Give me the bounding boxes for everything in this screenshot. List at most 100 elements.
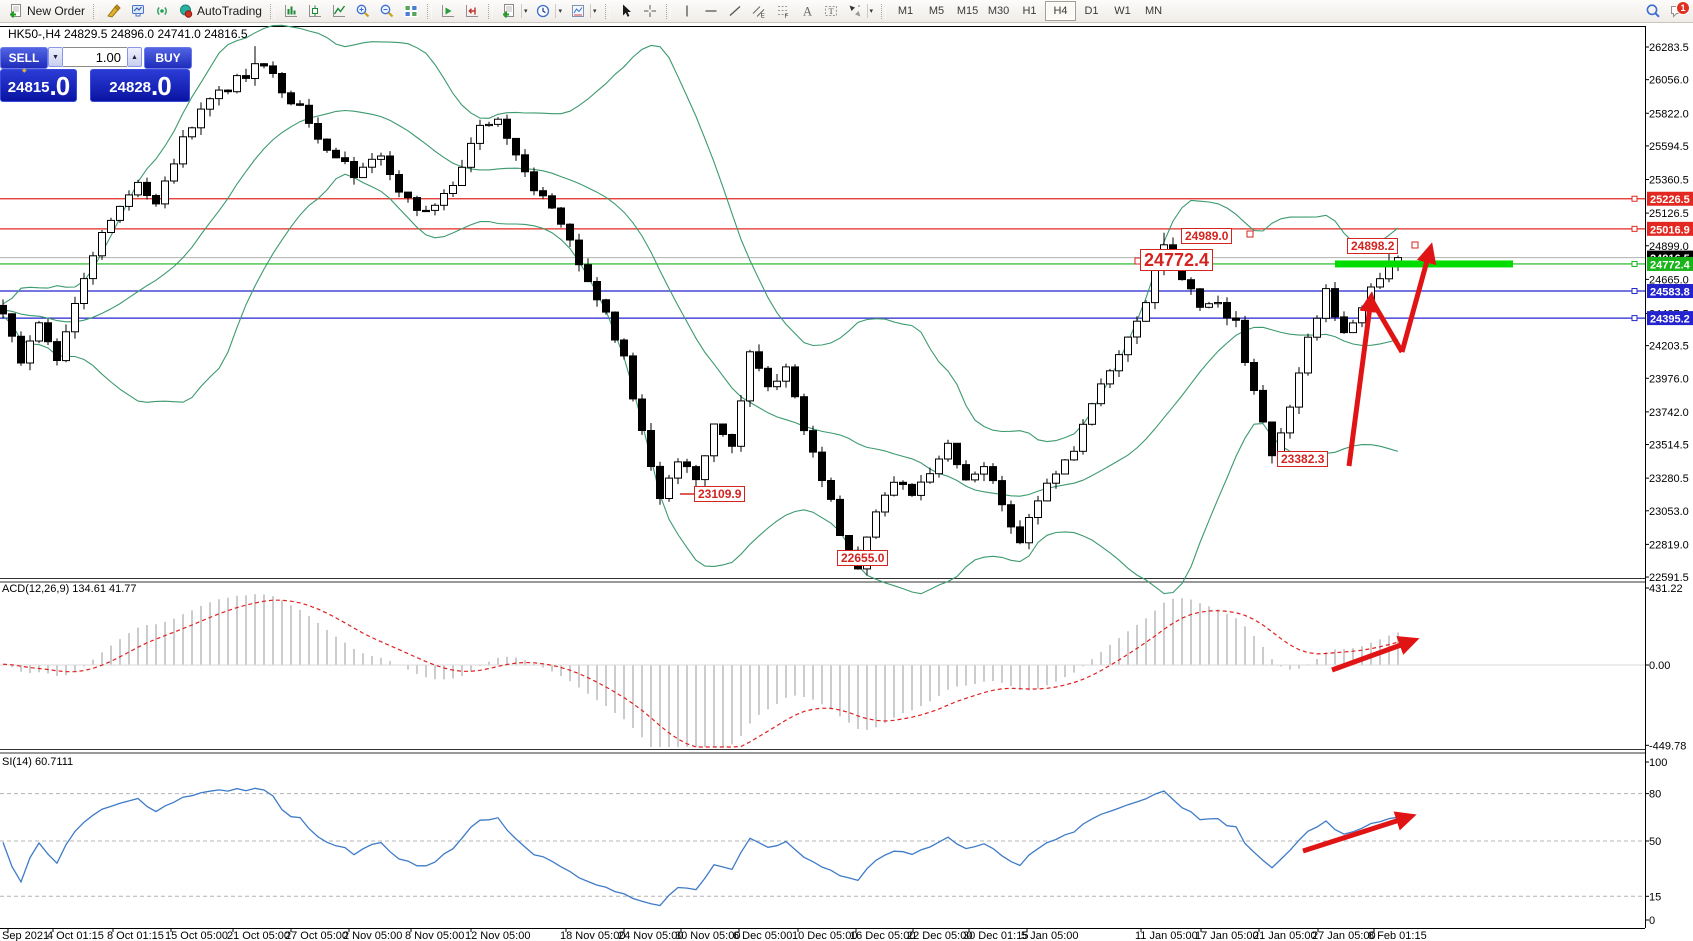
chart-shift-button[interactable] bbox=[460, 0, 484, 22]
one-click-trading-panel: ◄ SELL ▼ ▲ BUY ◆ 24815.0 24828.0 bbox=[0, 42, 192, 102]
svg-text:23742.0: 23742.0 bbox=[1649, 407, 1689, 419]
timeframe-button-h4[interactable]: H4 bbox=[1045, 1, 1077, 21]
notifications-button[interactable]: 1 bbox=[1665, 0, 1690, 22]
dropdown-caret-icon[interactable]: ▾ bbox=[589, 4, 597, 18]
price-annotation-24898.2[interactable]: 24898.2 bbox=[1347, 238, 1399, 254]
publish-chart-button[interactable] bbox=[126, 0, 150, 22]
price-annotation-24772.4[interactable]: 24772.4 bbox=[1140, 249, 1214, 271]
svg-text:23280.5: 23280.5 bbox=[1649, 473, 1689, 485]
search-button[interactable] bbox=[1641, 0, 1665, 22]
svg-text:10 Dec 05:00: 10 Dec 05:00 bbox=[792, 930, 857, 941]
price-annotation-23109.9[interactable]: 23109.9 bbox=[694, 486, 746, 502]
sell-price[interactable]: 24815.0 bbox=[0, 69, 77, 102]
horizontal-line-button[interactable] bbox=[699, 0, 723, 22]
crosshair-button[interactable] bbox=[638, 0, 662, 22]
trend-arrow[interactable] bbox=[1331, 636, 1420, 673]
dropdown-caret-icon[interactable]: ▾ bbox=[555, 4, 562, 18]
trend-arrow[interactable] bbox=[1368, 297, 1405, 354]
trend-arrow[interactable] bbox=[1302, 811, 1417, 854]
svg-text:4 Oct 01:15: 4 Oct 01:15 bbox=[47, 930, 104, 941]
volume-decrease-button[interactable]: ▼ bbox=[48, 47, 63, 67]
template-icon bbox=[571, 5, 584, 17]
timeframe-button-m1[interactable]: M1 bbox=[897, 5, 914, 17]
spread-marker-icon: ◆ bbox=[22, 68, 27, 74]
price-annotation-23382.3[interactable]: 23382.3 bbox=[1277, 451, 1329, 467]
svg-text:6 Dec 05:00: 6 Dec 05:00 bbox=[733, 930, 792, 941]
svg-text:11 Jan 05:00: 11 Jan 05:00 bbox=[1135, 930, 1198, 941]
autotrading-icon bbox=[180, 4, 193, 18]
svg-text:24583.8: 24583.8 bbox=[1650, 287, 1690, 299]
indicators-button[interactable]: ▾ bbox=[497, 0, 532, 22]
svg-text:18 Nov 05:00: 18 Nov 05:00 bbox=[560, 930, 625, 941]
text-label-button[interactable]: T bbox=[819, 0, 843, 22]
buy-button[interactable]: BUY bbox=[144, 47, 192, 69]
svg-text:8 Nov 05:00: 8 Nov 05:00 bbox=[405, 930, 464, 941]
arrows-button[interactable]: ▾ bbox=[843, 0, 878, 22]
timeframe-button-w1[interactable]: W1 bbox=[1114, 5, 1131, 17]
auto-scroll-button[interactable] bbox=[436, 0, 460, 22]
timeframe-button-d1[interactable]: D1 bbox=[1084, 5, 1099, 17]
new-order-button[interactable]: New Order bbox=[4, 0, 89, 22]
bars-icon bbox=[284, 5, 297, 17]
tile-windows-button[interactable] bbox=[399, 0, 423, 22]
autotrading-button[interactable]: AutoTrading bbox=[174, 0, 266, 22]
sell-price-main: 24815 bbox=[7, 79, 50, 96]
candlestick-chart-button[interactable] bbox=[303, 0, 327, 22]
svg-text:21 Oct 05:00: 21 Oct 05:00 bbox=[227, 930, 290, 941]
styler-button[interactable] bbox=[102, 0, 126, 22]
svg-text:15 Oct 05:00: 15 Oct 05:00 bbox=[165, 930, 228, 941]
signals-button[interactable] bbox=[150, 0, 174, 22]
svg-text:26056.0: 26056.0 bbox=[1649, 75, 1689, 87]
fibonacci-button[interactable]: F bbox=[771, 0, 795, 22]
svg-text:100: 100 bbox=[1649, 757, 1667, 769]
dropdown-caret-icon[interactable]: ▾ bbox=[866, 4, 873, 18]
templates-button[interactable]: ▾ bbox=[566, 0, 601, 22]
dropdown-caret-icon[interactable]: ▾ bbox=[520, 4, 527, 18]
svg-text:80: 80 bbox=[1649, 789, 1661, 801]
autoscroll-icon bbox=[441, 5, 454, 17]
toolbar-separator bbox=[881, 3, 887, 19]
panel-collapse-arrow[interactable]: ◄ bbox=[2, 42, 9, 49]
volume-increase-button[interactable]: ▲ bbox=[127, 47, 142, 67]
buy-price[interactable]: 24828.0 bbox=[90, 69, 190, 102]
svg-text:A: A bbox=[803, 5, 812, 19]
macd-indicator-label: ACD(12,26,9) 134.61 41.77 bbox=[2, 583, 137, 595]
svg-text:5 Jan 05:00: 5 Jan 05:00 bbox=[1021, 930, 1079, 941]
textA-icon: A bbox=[803, 5, 812, 19]
cursor-button[interactable] bbox=[614, 0, 638, 22]
price-annotation-24989.0[interactable]: 24989.0 bbox=[1181, 228, 1233, 244]
vertical-line-button[interactable] bbox=[675, 0, 699, 22]
sell-button[interactable]: SELL bbox=[0, 47, 48, 69]
zoom-out-button[interactable] bbox=[375, 0, 399, 22]
line-chart-button[interactable] bbox=[327, 0, 351, 22]
rsi-line bbox=[2, 787, 1399, 907]
timeframe-button-m5[interactable]: M5 bbox=[928, 5, 945, 17]
volume-input[interactable] bbox=[63, 47, 127, 67]
trend-arrow[interactable] bbox=[1346, 291, 1380, 467]
channel-icon: E bbox=[752, 6, 765, 19]
timeframe-button-h1[interactable]: H1 bbox=[1022, 5, 1037, 17]
equidistant-channel-button[interactable]: E bbox=[747, 0, 771, 22]
svg-text:26283.5: 26283.5 bbox=[1649, 42, 1689, 54]
svg-text:24203.5: 24203.5 bbox=[1649, 341, 1689, 353]
notification-badge: 1 bbox=[1676, 1, 1690, 15]
svg-text:16 Dec 05:00: 16 Dec 05:00 bbox=[850, 930, 915, 941]
periods-button[interactable]: ▾ bbox=[531, 0, 566, 22]
timeframe-button-m15[interactable]: M15 bbox=[956, 5, 979, 17]
svg-text:27 Jan 05:00: 27 Jan 05:00 bbox=[1312, 930, 1376, 941]
doc-plus-icon bbox=[10, 4, 21, 18]
price-annotation-22655.0[interactable]: 22655.0 bbox=[837, 550, 889, 566]
text-button[interactable]: A bbox=[795, 0, 819, 22]
line-handle bbox=[1631, 315, 1638, 322]
volume-stepper: ▼ ▲ bbox=[48, 47, 142, 67]
zoom-in-button[interactable] bbox=[351, 0, 375, 22]
timeframe-button-m30[interactable]: M30 bbox=[987, 5, 1010, 17]
trend-arrow[interactable] bbox=[1399, 242, 1437, 353]
line-handle bbox=[1631, 288, 1638, 295]
timeframe-button-mn[interactable]: MN bbox=[1144, 5, 1163, 17]
trendline-button[interactable] bbox=[723, 0, 747, 22]
bar-chart-button[interactable] bbox=[279, 0, 303, 22]
svg-text:24899.0: 24899.0 bbox=[1649, 241, 1689, 253]
